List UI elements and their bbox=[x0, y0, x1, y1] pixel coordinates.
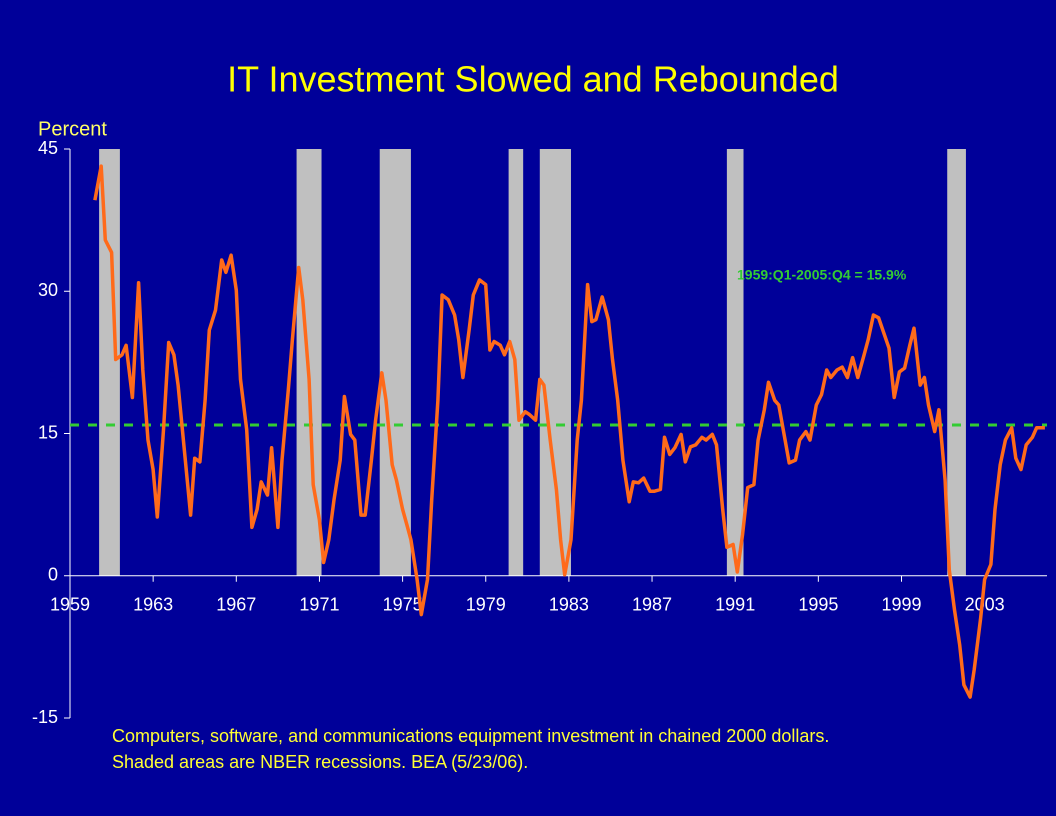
footnote: Shaded areas are NBER recessions. BEA (5… bbox=[112, 752, 528, 772]
x-tick-label: 1963 bbox=[133, 595, 173, 615]
x-tick-label: 1975 bbox=[383, 595, 423, 615]
recession-band bbox=[379, 149, 411, 576]
recession-band bbox=[99, 149, 120, 576]
chart-title: IT Investment Slowed and Rebounded bbox=[227, 59, 839, 100]
x-tick-label: 1983 bbox=[549, 595, 589, 615]
x-tick-label: 2003 bbox=[965, 595, 1005, 615]
x-tick-label: 1991 bbox=[715, 595, 755, 615]
x-tick-label: 1987 bbox=[632, 595, 672, 615]
x-tick-label: 1967 bbox=[216, 595, 256, 615]
recession-band bbox=[539, 149, 571, 576]
x-tick-label: 1999 bbox=[881, 595, 921, 615]
recession-band bbox=[947, 149, 966, 576]
recession-band bbox=[726, 149, 744, 576]
x-tick-label: 1971 bbox=[299, 595, 339, 615]
y-tick-label: 0 bbox=[48, 565, 58, 585]
x-tick-label: 1979 bbox=[466, 595, 506, 615]
y-axis-label: Percent bbox=[38, 118, 107, 140]
annotation: 1959:Q1-2005:Q4 = 15.9% bbox=[737, 267, 907, 283]
y-tick-label: 15 bbox=[38, 422, 58, 442]
x-tick-label: 1959 bbox=[50, 595, 90, 615]
y-tick-label: 30 bbox=[38, 280, 58, 300]
footnote: Computers, software, and communications … bbox=[112, 726, 829, 746]
data-line bbox=[93, 164, 1045, 699]
y-tick-label: -15 bbox=[32, 707, 58, 727]
y-tick-label: 45 bbox=[38, 138, 58, 158]
x-tick-label: 1995 bbox=[798, 595, 838, 615]
